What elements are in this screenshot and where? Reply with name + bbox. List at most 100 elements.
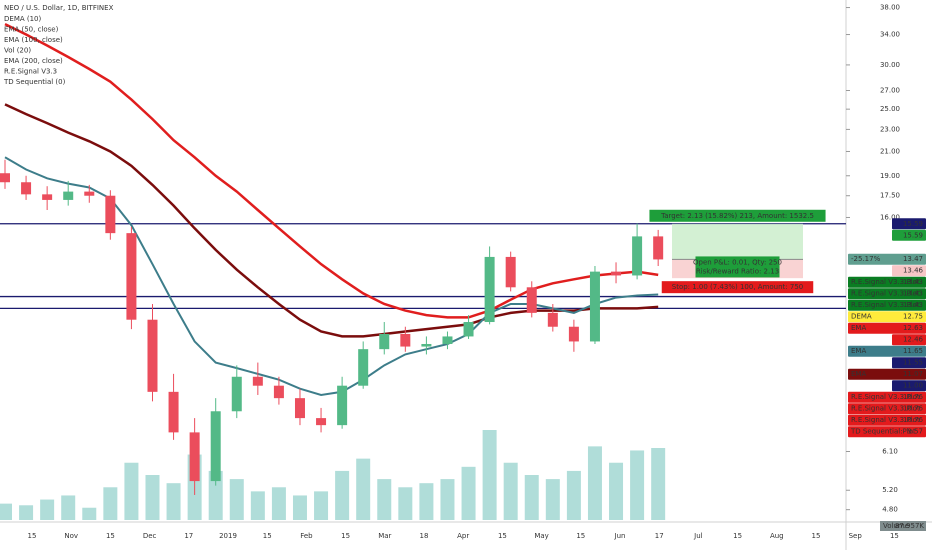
legend-entry: EMA (100, close)	[4, 36, 63, 44]
candle-body	[547, 312, 558, 327]
candle-body	[21, 182, 32, 195]
x-tick-label: 15	[106, 532, 115, 540]
candle-body	[484, 256, 495, 323]
x-tick-label: 15	[263, 532, 272, 540]
pnl-box	[695, 256, 780, 278]
y-tick-label: 19.00	[880, 172, 900, 180]
y-tick-label: 21.00	[880, 147, 900, 155]
volume-bar	[229, 479, 244, 520]
x-tick-label: Jun	[614, 532, 626, 540]
price-tag-value: 10.76	[903, 393, 924, 401]
candle-body	[252, 376, 263, 386]
candle-body	[421, 343, 432, 347]
candle-body	[0, 173, 10, 183]
candle-body	[189, 432, 200, 482]
price-tag-value: 12.63	[903, 324, 923, 332]
volume-bar	[82, 507, 97, 520]
price-tag-value: 11.00	[903, 382, 923, 390]
overlay: 38.00 34.00 30.00 27.00 25.00 23.00 21.00 19.00…	[3, 4, 926, 540]
x-tick-label: 18	[420, 532, 429, 540]
legend-entry: EMA (50, close)	[4, 26, 59, 34]
price-tag	[892, 265, 926, 277]
plot-area	[0, 22, 846, 520]
price-tag	[848, 414, 926, 426]
price-tag	[848, 403, 926, 415]
legend-entry: R.E.Signal V3.3	[4, 68, 57, 76]
price-tag-value: 13.46	[903, 267, 924, 275]
price-tag-value: 11.55	[903, 359, 923, 367]
volume-bar	[335, 470, 350, 520]
price-tag-value: 10.76	[903, 405, 924, 413]
price-tag-name: -25.17%	[851, 255, 881, 263]
price-tag-value: 11.65	[903, 347, 923, 355]
volume-bar	[398, 487, 413, 520]
price-tag-name: R.E.Signal V3.3:Plot	[851, 290, 920, 298]
volume-bar	[250, 491, 265, 520]
candle-body	[147, 319, 158, 392]
y-tick-label: 38.00	[880, 4, 900, 12]
volume-bar	[0, 503, 12, 520]
legend-entry: Vol (20)	[4, 47, 31, 55]
volume-bar	[166, 483, 181, 520]
volume-bar	[482, 430, 497, 520]
legend-entry: EMA (200, close)	[4, 57, 63, 65]
price-tag-name: R.E.Signal V3.3:Plot	[851, 405, 920, 413]
volume-bar	[271, 487, 286, 520]
price-tag-name: DEMA	[851, 313, 872, 321]
price-tag-value: 13.47	[903, 255, 923, 263]
price-tag	[848, 368, 926, 380]
price-tag-name: EMA	[851, 324, 866, 332]
price-tag-name: TD Sequential:Plot	[850, 428, 916, 436]
x-tick-label: Aug	[770, 532, 784, 540]
stop-label-box	[661, 281, 814, 294]
price-tag-name: R.E.Signal V3.3:Plot	[851, 393, 920, 401]
candle-body	[358, 349, 369, 386]
volume-bar	[356, 458, 371, 520]
candle-body	[568, 326, 579, 342]
x-tick-label: 2019	[219, 532, 237, 540]
volume-bar	[61, 495, 76, 520]
candle-body	[400, 333, 411, 347]
price-tag-value: 15.59	[903, 231, 923, 239]
x-tick-label: 15	[28, 532, 37, 540]
x-tick-label: Apr	[457, 532, 469, 540]
chart-title: NEO / U.S. Dollar, 1D, BITFINEX	[4, 4, 114, 12]
price-tag	[892, 380, 926, 392]
target-zone	[672, 223, 803, 260]
volume-tag-name: Volume	[883, 522, 909, 530]
price-tag-value: 10.76	[903, 416, 924, 424]
volume-bar	[503, 462, 518, 520]
candle-body	[126, 233, 137, 320]
price-tag-value: 11.07	[903, 370, 923, 378]
x-tick-label: Jul	[693, 532, 703, 540]
x-tick-label: Feb	[300, 532, 313, 540]
x-tick-label: 17	[184, 532, 193, 540]
price-tag	[848, 345, 926, 357]
volume-bar	[419, 483, 434, 520]
candle-body	[526, 287, 537, 313]
x-tick-label: Sep	[849, 532, 863, 540]
ema-line	[4, 22, 659, 319]
volume-bar	[208, 470, 223, 520]
price-tag-value: 9.57	[907, 428, 923, 436]
price-tag	[848, 288, 926, 300]
candle-body	[337, 385, 348, 426]
rr-label: Risk/Reward Ratio: 2.13	[696, 267, 779, 275]
price-tag-name: R.E.Signal V3.3:Plot	[851, 278, 920, 286]
pnl-label: Open P&L: 0.01, Qty: 250	[693, 258, 782, 266]
y-tick-label: 16.00	[880, 213, 900, 221]
volume-tag	[880, 521, 926, 531]
candle-body	[63, 191, 74, 200]
price-tag	[892, 334, 926, 346]
price-tag	[892, 229, 926, 241]
price-tag-name: EMA	[851, 347, 866, 355]
ema-line	[4, 103, 659, 338]
x-tick-label: 15	[733, 532, 742, 540]
x-tick-label: Mar	[378, 532, 391, 540]
price-tag	[848, 391, 926, 403]
x-tick-label: May	[534, 532, 548, 540]
volume-tag-value: 87.957K	[895, 522, 924, 530]
volume-bar	[566, 470, 581, 520]
candle-body	[589, 271, 600, 342]
candle-body	[611, 271, 622, 276]
